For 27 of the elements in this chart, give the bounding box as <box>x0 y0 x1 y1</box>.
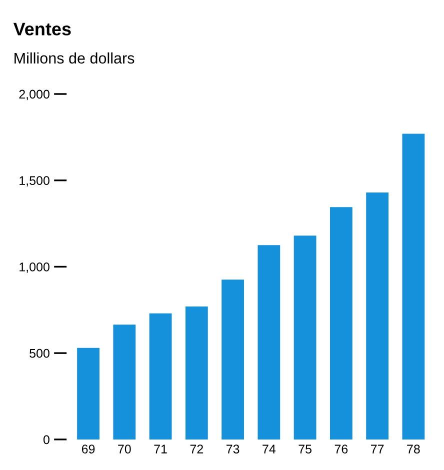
x-tick-label: 69 <box>82 444 95 454</box>
x-tick-label: 75 <box>298 444 312 454</box>
bar <box>294 236 316 440</box>
bar <box>222 280 244 440</box>
bar <box>77 348 100 440</box>
x-tick-label: 77 <box>371 444 384 454</box>
x-tick-label: 73 <box>226 444 240 454</box>
y-tick-label: 1,000 <box>20 262 50 273</box>
x-tick-label: 78 <box>407 444 420 454</box>
bar <box>149 313 172 440</box>
y-tick-label: 2,000 <box>19 90 50 100</box>
x-tick-label: 71 <box>154 444 167 454</box>
bar <box>258 245 280 440</box>
y-axis-title: Millions de dollars <box>14 52 134 64</box>
bar <box>330 207 352 440</box>
chart-title: Ventes <box>13 22 71 36</box>
bar <box>366 192 389 440</box>
y-tick-label: 1,500 <box>20 176 50 186</box>
bar <box>402 134 425 440</box>
y-tick-label: 0 <box>43 435 50 444</box>
x-tick-label: 72 <box>190 444 203 454</box>
bar <box>185 306 208 440</box>
bar <box>113 324 136 440</box>
x-tick-label: 74 <box>262 444 276 454</box>
y-tick-label: 500 <box>30 348 50 358</box>
x-tick-label: 70 <box>118 444 131 454</box>
x-tick-label: 76 <box>334 444 348 454</box>
